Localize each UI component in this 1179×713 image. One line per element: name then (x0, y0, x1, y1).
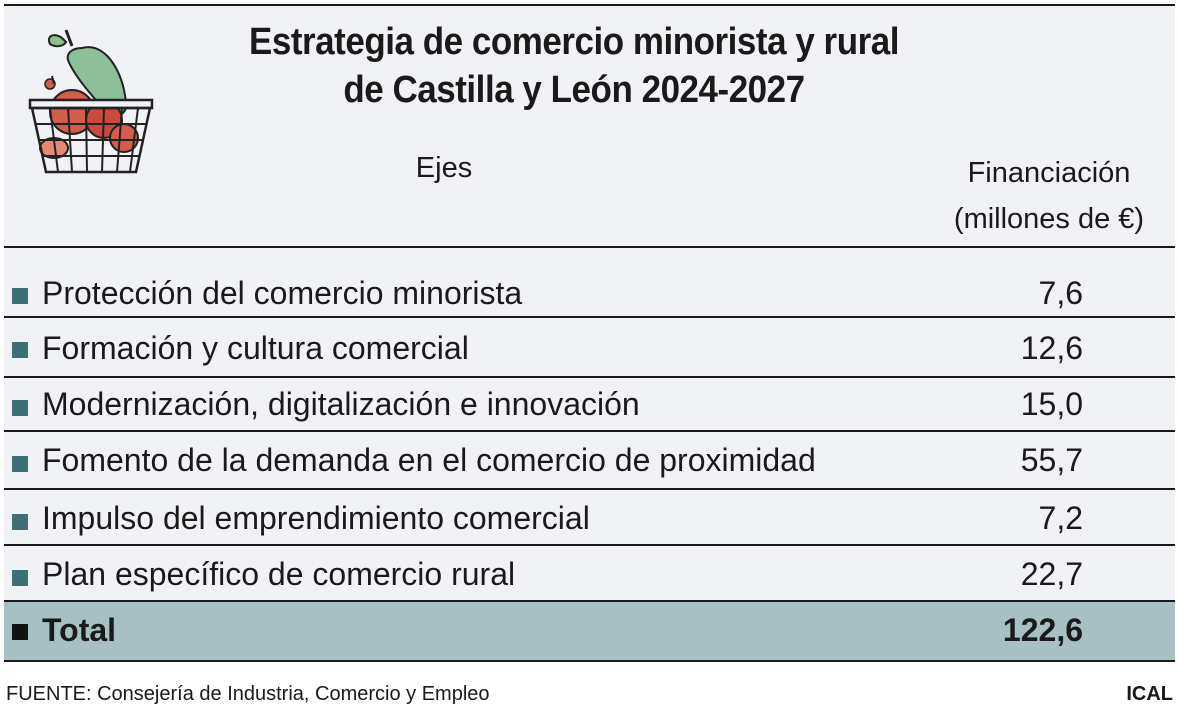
total-value: 122,6 (1002, 612, 1083, 648)
source-note: FUENTE: Consejería de Industria, Comerci… (6, 683, 490, 705)
page-title: Estrategia de comercio minorista y rural… (206, 18, 942, 114)
table-row: Plan específico de comercio rural 22,7 (4, 544, 1175, 600)
credit-logo: ICAL (1126, 683, 1173, 705)
table-row: Fomento de la demanda en el comercio de … (4, 430, 1175, 488)
row-label: Formación y cultura comercial (42, 330, 469, 366)
column-header-financiacion: Financiación (millones de €) (924, 150, 1174, 242)
total-row: Total 122,6 (4, 600, 1175, 662)
total-label: Total (42, 612, 117, 648)
column-header-ejes: Ejes (415, 152, 473, 184)
column-header-financiacion-line-2: (millones de €) (953, 203, 1145, 235)
total-bullet (12, 624, 28, 640)
row-value: 22,7 (1020, 556, 1083, 592)
row-label: Modernización, digitalización e innovaci… (42, 386, 640, 422)
row-value: 55,7 (1020, 442, 1083, 478)
table-row: Impulso del emprendimiento comercial 7,2 (4, 488, 1175, 544)
column-header-financiacion-line-1: Financiación (967, 157, 1131, 189)
title-line-1: Estrategia de comercio minorista y rural (249, 21, 899, 63)
row-value: 7,6 (1038, 275, 1083, 311)
row-value: 12,6 (1020, 330, 1083, 366)
row-label: Plan específico de comercio rural (42, 556, 516, 592)
title-line-2: de Castilla y León 2024-2027 (343, 69, 805, 111)
infographic-card: Estrategia de comercio minorista y rural… (4, 4, 1175, 662)
row-label: Protección del comercio minorista (42, 275, 523, 311)
row-bullet (12, 342, 28, 358)
row-bullet (12, 570, 28, 586)
table-row: Formación y cultura comercial 12,6 (4, 316, 1175, 376)
row-label: Fomento de la demanda en el comercio de … (42, 442, 816, 478)
table-row: Protección del comercio minorista 7,6 (4, 246, 1175, 316)
row-bullet (12, 288, 28, 304)
table-row: Modernización, digitalización e innovaci… (4, 376, 1175, 430)
row-value: 15,0 (1020, 386, 1083, 422)
row-bullet (12, 456, 28, 472)
row-value: 7,2 (1038, 500, 1083, 536)
row-label: Impulso del emprendimiento comercial (42, 500, 590, 536)
row-bullet (12, 400, 28, 416)
row-bullet (12, 514, 28, 530)
shopping-basket-icon (28, 29, 154, 174)
